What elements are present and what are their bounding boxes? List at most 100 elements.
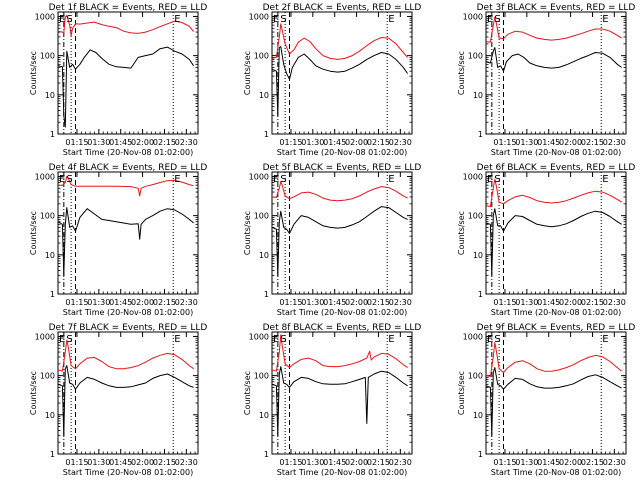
marker-s: S [494, 334, 500, 345]
x-axis-label: Start Time (20-Nov-08 01:02:00) [277, 308, 407, 317]
y-tick-label: 1000 [463, 12, 483, 21]
x-tick-label: 01:30 [301, 298, 324, 307]
x-tick-label: 02:30 [389, 298, 412, 307]
y-tick-label: 1000 [35, 332, 55, 341]
x-axis-label: Start Time (20-Nov-08 01:02:00) [277, 148, 407, 157]
y-tick-label: 1 [50, 130, 55, 139]
x-axis-label: Start Time (20-Nov-08 01:02:00) [491, 308, 621, 317]
plot-frame [57, 11, 199, 135]
y-tick-label: 10 [259, 91, 269, 100]
marker-e: E [59, 174, 65, 185]
x-tick-label: 02:00 [559, 298, 582, 307]
y-tick-label: 1 [264, 450, 269, 459]
y-tick-label: 100 [40, 52, 55, 61]
plot-frame [57, 171, 199, 295]
y-axis-label: Counts/sec [457, 211, 466, 255]
x-axis-label: Start Time (20-Nov-08 01:02:00) [491, 468, 621, 477]
y-tick-label: 10 [259, 411, 269, 420]
panel-title: Det 7f BLACK = Events, RED = LLD [49, 323, 208, 333]
y-axis-label: Counts/sec [29, 371, 38, 415]
x-tick-label: 01:45 [537, 138, 560, 147]
y-tick-label: 1000 [249, 332, 269, 341]
y-tick-label: 1 [264, 290, 269, 299]
x-tick-label: 02:00 [559, 138, 582, 147]
marker-e: E [273, 174, 279, 185]
panel-det-6f: Det 6f BLACK = Events, RED = LLD 1 10 100 10… [457, 163, 635, 317]
x-tick-label: 02:15 [153, 298, 176, 307]
x-tick-label: 02:15 [367, 298, 390, 307]
x-tick-label: 01:30 [301, 458, 324, 467]
marker-s: S [66, 334, 72, 345]
series-line-events [57, 46, 195, 128]
x-tick-label: 01:30 [87, 138, 110, 147]
panel-det-8f: Det 8f BLACK = Events, RED = LLD 1 10 100 10… [243, 323, 421, 477]
marker-s: S [280, 14, 286, 25]
y-axis-label: Counts/sec [243, 211, 252, 255]
series-line-lld [485, 178, 622, 208]
x-tick-label: 01:45 [323, 298, 346, 307]
x-tick-label: 02:30 [389, 458, 412, 467]
x-tick-label: 01:45 [537, 298, 560, 307]
panel-title: Det 5f BLACK = Events, RED = LLD [263, 163, 422, 173]
x-tick-label: 02:30 [603, 298, 626, 307]
y-tick-label: 10 [473, 91, 483, 100]
y-tick-label: 1 [50, 450, 55, 459]
plot-frame [485, 171, 627, 295]
x-tick-label: 01:15 [65, 138, 88, 147]
x-tick-label: 02:15 [153, 458, 176, 467]
y-tick-label: 100 [254, 372, 269, 381]
x-tick-label: 01:45 [109, 458, 132, 467]
x-tick-label: 01:15 [279, 458, 302, 467]
panel-det-5f: Det 5f BLACK = Events, RED = LLD 1 10 100 10… [243, 163, 421, 317]
panel-title: Det 2f BLACK = Events, RED = LLD [263, 3, 422, 13]
x-tick-label: 01:30 [515, 298, 538, 307]
y-tick-label: 1000 [35, 172, 55, 181]
marker-e: E [59, 14, 65, 25]
x-tick-label: 02:15 [153, 138, 176, 147]
marker-e: E [273, 14, 279, 25]
x-tick-label: 01:15 [493, 298, 516, 307]
plot-frame [485, 331, 627, 455]
x-axis-label: Start Time (20-Nov-08 01:02:00) [277, 468, 407, 477]
x-axis-label: Start Time (20-Nov-08 01:02:00) [63, 148, 193, 157]
x-tick-label: 02:30 [175, 298, 198, 307]
marker-e: E [487, 334, 493, 345]
y-axis-label: Counts/sec [457, 371, 466, 415]
panel-title: Det 1f BLACK = Events, RED = LLD [49, 3, 208, 13]
marker-e: E [602, 14, 608, 25]
marker-s: S [280, 174, 286, 185]
y-tick-label: 1 [478, 290, 483, 299]
y-tick-label: 100 [254, 52, 269, 61]
series-line-events [271, 366, 408, 436]
x-tick-label: 01:15 [493, 138, 516, 147]
x-tick-label: 02:00 [345, 458, 368, 467]
y-tick-label: 100 [468, 52, 483, 61]
x-tick-label: 01:15 [279, 298, 302, 307]
x-tick-label: 02:15 [367, 458, 390, 467]
marker-s: S [494, 174, 500, 185]
x-tick-label: 02:30 [175, 138, 198, 147]
series-line-events [485, 367, 622, 436]
y-tick-label: 1000 [463, 332, 483, 341]
y-tick-label: 10 [45, 91, 55, 100]
y-axis-label: Counts/sec [29, 211, 38, 255]
x-tick-label: 01:30 [301, 138, 324, 147]
y-tick-label: 1000 [463, 172, 483, 181]
series-line-events [57, 365, 194, 436]
marker-e: E [273, 334, 279, 345]
x-axis-label: Start Time (20-Nov-08 01:02:00) [63, 468, 193, 477]
x-tick-label: 01:45 [323, 138, 346, 147]
x-tick-label: 01:30 [515, 138, 538, 147]
x-tick-label: 02:00 [345, 298, 368, 307]
series-line-events [57, 207, 194, 276]
series-line-events [485, 47, 622, 72]
series-line-events [271, 46, 409, 116]
panel-det-7f: Det 7f BLACK = Events, RED = LLD 1 10 100 10… [29, 323, 207, 477]
x-tick-label: 01:15 [493, 458, 516, 467]
series-line-lld [271, 23, 408, 60]
x-tick-label: 02:15 [581, 138, 604, 147]
x-tick-label: 02:30 [603, 458, 626, 467]
x-tick-label: 02:00 [131, 458, 154, 467]
marker-e: E [59, 334, 65, 345]
y-tick-label: 1 [478, 130, 483, 139]
